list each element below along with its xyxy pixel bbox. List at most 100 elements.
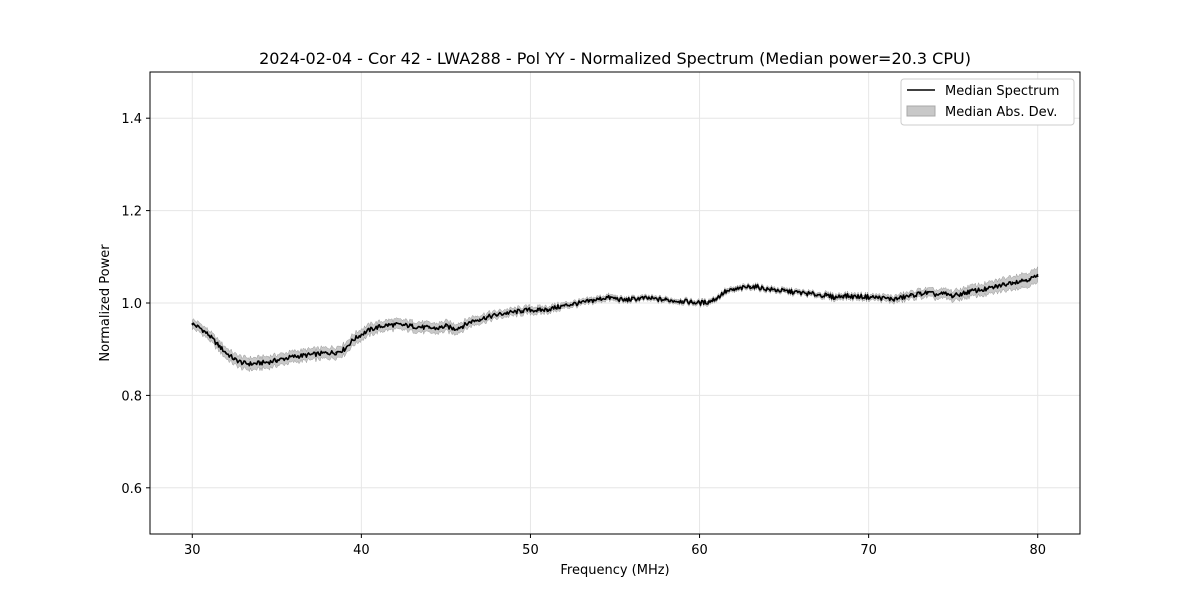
median-spectrum-point <box>208 334 210 337</box>
median-spectrum-point <box>478 318 481 320</box>
median-spectrum-point <box>512 311 515 314</box>
median-spectrum-point <box>487 316 489 318</box>
median-spectrum-point <box>318 353 320 355</box>
median-spectrum-point <box>191 322 194 325</box>
median-spectrum-point <box>977 289 980 291</box>
median-spectrum-point <box>1011 281 1014 284</box>
median-spectrum-point <box>656 298 659 301</box>
median-spectrum-point <box>622 299 625 302</box>
median-spectrum-point <box>664 298 667 301</box>
median-spectrum-point <box>301 354 303 357</box>
median-spectrum-point <box>267 361 270 363</box>
median-spectrum-point <box>495 314 498 316</box>
median-spectrum-point <box>960 292 963 295</box>
legend-box <box>900 78 1075 126</box>
x-tick-label: 40 <box>353 543 370 558</box>
median-spectrum-point <box>521 310 523 312</box>
median-spectrum-point <box>571 303 574 305</box>
median-spectrum-point <box>529 309 532 311</box>
median-spectrum-point <box>935 293 938 296</box>
median-spectrum-point <box>707 301 709 303</box>
median-spectrum-point <box>284 357 287 360</box>
median-spectrum-point <box>901 296 904 299</box>
x-tick-label: 60 <box>691 543 708 558</box>
median-spectrum-point <box>216 343 219 346</box>
median-spectrum-point <box>377 326 380 328</box>
median-spectrum-point <box>893 298 895 301</box>
median-spectrum-point <box>690 301 692 303</box>
median-spectrum-point <box>597 298 599 301</box>
median-spectrum-point <box>842 294 845 297</box>
median-spectrum-point <box>563 304 566 307</box>
median-spectrum-point <box>1028 278 1031 280</box>
median-spectrum-point <box>343 348 346 351</box>
median-spectrum-point <box>918 292 921 295</box>
median-spectrum-point <box>859 295 861 298</box>
median-spectrum-point <box>588 300 591 302</box>
median-spectrum-point <box>1003 283 1005 286</box>
median-spectrum-line <box>191 273 1039 367</box>
median-spectrum-point <box>309 353 312 356</box>
x-tick-label: 30 <box>184 543 201 558</box>
median-spectrum-point <box>774 289 777 291</box>
median-spectrum-point <box>943 292 946 295</box>
median-spectrum-point <box>1020 280 1022 282</box>
median-spectrum-point <box>555 306 557 309</box>
median-spectrum-point <box>292 355 295 358</box>
x-axis-label: Frequency (MHz) <box>560 563 669 578</box>
median-spectrum-point <box>419 326 422 328</box>
legend-band-swatch <box>906 105 936 117</box>
x-tick-label: 80 <box>1029 543 1046 558</box>
median-spectrum-point <box>817 293 819 296</box>
median-spectrum-point <box>952 295 954 297</box>
median-spectrum-point <box>360 333 363 336</box>
median-spectrum-point <box>402 324 405 326</box>
median-spectrum-point <box>969 290 971 293</box>
median-spectrum-point <box>791 291 794 293</box>
median-spectrum-point <box>199 327 202 330</box>
median-spectrum-point <box>639 297 642 300</box>
median-spectrum-point <box>614 297 616 300</box>
median-spectrum-point <box>698 302 701 304</box>
median-spectrum-point <box>927 292 929 294</box>
median-spectrum-point <box>504 312 506 314</box>
median-spectrum-point <box>605 296 608 299</box>
x-tick-label: 70 <box>860 543 877 558</box>
median-spectrum-point <box>648 297 650 300</box>
median-spectrum-point <box>538 309 540 312</box>
median-spectrum-point <box>910 294 912 297</box>
median-spectrum-point <box>884 297 887 300</box>
median-spectrum-point <box>233 358 236 361</box>
median-spectrum-point <box>445 325 447 327</box>
x-axis-ticks: 30 40 50 60 70 80 <box>184 534 1046 558</box>
x-tick-label: 50 <box>522 543 539 558</box>
median-spectrum-point <box>724 291 726 293</box>
median-spectrum-point <box>326 352 329 354</box>
median-spectrum-point <box>276 359 278 362</box>
legend: Median Spectrum Median Abs. Dev. <box>900 78 1075 126</box>
median-spectrum-point <box>250 363 253 365</box>
median-spectrum-point <box>428 327 430 329</box>
median-spectrum-point <box>876 296 878 299</box>
chart-title: 2024-02-04 - Cor 42 - LWA288 - Pol YY - … <box>259 49 971 68</box>
median-spectrum-point <box>732 289 735 291</box>
median-spectrum-point <box>631 298 633 301</box>
median-spectrum-point <box>834 296 836 299</box>
legend-label-median-spectrum: Median Spectrum <box>945 84 1059 99</box>
median-spectrum-point <box>783 290 785 292</box>
median-spectrum-point <box>394 323 396 326</box>
median-spectrum-point <box>800 292 802 294</box>
median-spectrum-point <box>335 351 337 354</box>
y-axis-ticks: 0.6 0.8 1.0 1.2 1.4 <box>121 112 150 497</box>
median-spectrum-point <box>673 299 675 302</box>
y-axis-label: Normalized Power <box>98 244 113 362</box>
median-spectrum-point <box>242 362 244 364</box>
median-spectrum-point <box>825 294 828 297</box>
median-spectrum-point <box>369 329 371 331</box>
median-spectrum-point <box>994 286 997 288</box>
median-spectrum-point <box>580 302 582 304</box>
median-spectrum-point <box>867 296 870 298</box>
median-spectrum-point <box>741 287 743 290</box>
median-spectrum-point <box>757 286 760 289</box>
median-spectrum-point <box>681 300 684 302</box>
